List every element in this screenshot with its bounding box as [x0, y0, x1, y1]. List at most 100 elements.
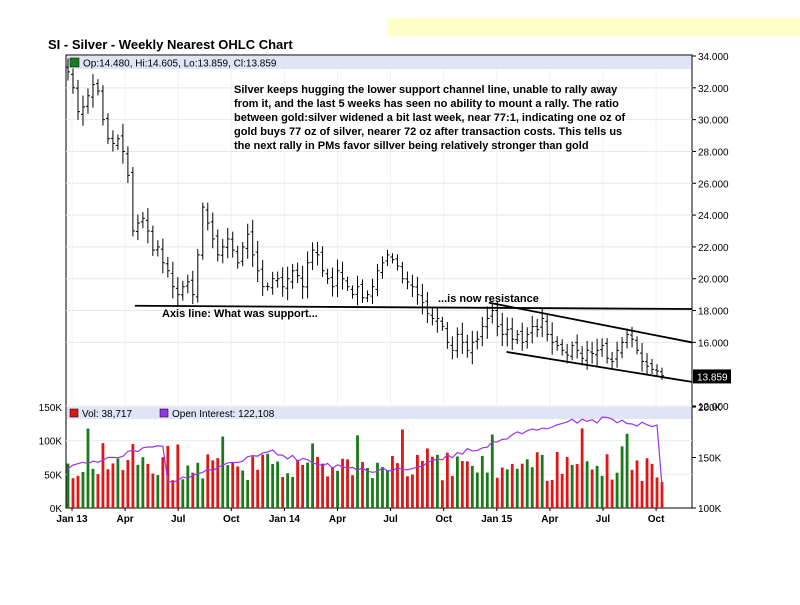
ohlc-bar: [410, 274, 415, 297]
price-tick-label: 34.000: [698, 52, 729, 63]
volume-legend-bar: [67, 407, 691, 419]
last-price-marker: [693, 369, 731, 384]
ohlc-bar: [415, 276, 420, 305]
volume-bar: [231, 462, 235, 508]
volume-bar: [176, 444, 180, 508]
volume-bar: [261, 454, 265, 508]
volume-bar: [460, 461, 464, 508]
volume-bar: [540, 454, 544, 508]
ohlc-bar: [495, 300, 500, 337]
volume-bar: [570, 464, 574, 508]
volume-bar: [246, 479, 250, 508]
price-legend: Op:14.480, Hi:14.605, Lo:13.859, Cl:13.8…: [83, 59, 277, 70]
volume-bar: [311, 443, 314, 508]
ohlc-bar: [135, 214, 140, 241]
ohlc-bar: [370, 278, 375, 305]
ohlc-bar: [420, 283, 425, 315]
ohlc-bar: [635, 336, 640, 355]
ohlc-bar: [490, 303, 495, 324]
chart-title: SI - Silver - Weekly Nearest OHLC Chart: [48, 37, 293, 52]
ohlc-bar: [435, 307, 440, 333]
ohlc-bar: [485, 306, 490, 339]
volume-bar: [191, 472, 195, 508]
ohlc-bar: [190, 270, 195, 305]
ohlc-bar: [365, 290, 370, 303]
volume-bar: [221, 436, 225, 508]
volume-bar: [640, 480, 644, 508]
volume-bar: [251, 456, 255, 508]
price-legend-bar: [67, 56, 691, 69]
ohlc-bar: [100, 85, 105, 126]
price-tick-label: 24.000: [698, 211, 729, 222]
ohlc-bar: [500, 312, 505, 347]
ohlc-bar: [575, 334, 580, 359]
ohlc-bar: [220, 238, 225, 264]
ohlc-bar: [350, 285, 355, 299]
time-tick-label: Oct: [435, 514, 452, 525]
ohlc-bar: [245, 223, 250, 259]
ohlc-bar: [545, 314, 550, 342]
volume-bar: [595, 465, 599, 508]
price-panel-border: [65, 54, 693, 407]
volume-bar: [430, 456, 434, 508]
price-tick-label: 26.000: [698, 179, 729, 190]
ohlc-bar: [590, 341, 595, 364]
ohlc-bar: [615, 341, 620, 368]
volume-bar: [296, 459, 300, 508]
volume-bar: [141, 457, 145, 508]
ohlc-bar: [405, 271, 410, 290]
volume-bar: [625, 433, 629, 508]
volume-bar: [111, 463, 115, 508]
ohlc-bar: [565, 343, 570, 364]
volume-bar: [66, 463, 70, 508]
volume-bar: [610, 479, 614, 508]
volume-bar: [326, 476, 329, 508]
volume-bar: [406, 476, 409, 508]
ohlc-bar: [295, 262, 300, 284]
volume-bar: [416, 454, 419, 508]
time-tick-label: Jul: [596, 514, 611, 525]
volume-bar: [500, 467, 504, 508]
ohlc-bar: [170, 261, 175, 299]
volume-bar: [96, 474, 100, 508]
ohlc-bar: [440, 316, 445, 331]
volume-bar: [411, 474, 414, 508]
volume-bar: [206, 454, 210, 508]
ohlc-bar: [300, 265, 305, 300]
volume-bar: [615, 472, 619, 508]
volume-bar: [495, 477, 499, 508]
ohlc-bar: [550, 322, 555, 355]
volume-bar: [435, 454, 439, 508]
volume-bar: [196, 462, 200, 508]
ohlc-bar: [620, 337, 625, 359]
ohlc-bar: [140, 212, 145, 229]
volume-bar: [371, 478, 374, 508]
price-tick-label: 32.000: [698, 84, 729, 95]
ohlc-bar: [66, 58, 70, 81]
volume-legend: Vol: 38,717: [82, 409, 132, 420]
price-tick-label: 16.000: [698, 338, 729, 349]
ohlc-bar: [125, 146, 130, 183]
time-tick-label: Jul: [383, 514, 398, 525]
volume-bar: [356, 435, 359, 508]
commentary-line: Silver keeps hugging the lower support c…: [234, 84, 618, 96]
volume-bar: [376, 462, 379, 508]
ohlc-bar: [210, 212, 215, 249]
volume-bar: [256, 469, 260, 508]
ohlc-bar: [215, 229, 220, 262]
ohlc-bar: [355, 275, 360, 306]
volume-bar: [530, 467, 534, 508]
volume-bar: [650, 463, 654, 508]
volume-bar: [91, 468, 95, 508]
volume-bar: [590, 469, 594, 508]
volume-bar: [550, 479, 554, 508]
volume-bar: [381, 466, 384, 508]
ohlc-bar: [475, 331, 480, 350]
ohlc-bar: [225, 227, 230, 259]
volume-bar: [600, 475, 604, 508]
volume-bar: [525, 459, 529, 508]
ohlc-bar: [555, 336, 560, 351]
volume-bar: [291, 476, 295, 508]
volume-bar: [216, 458, 220, 508]
